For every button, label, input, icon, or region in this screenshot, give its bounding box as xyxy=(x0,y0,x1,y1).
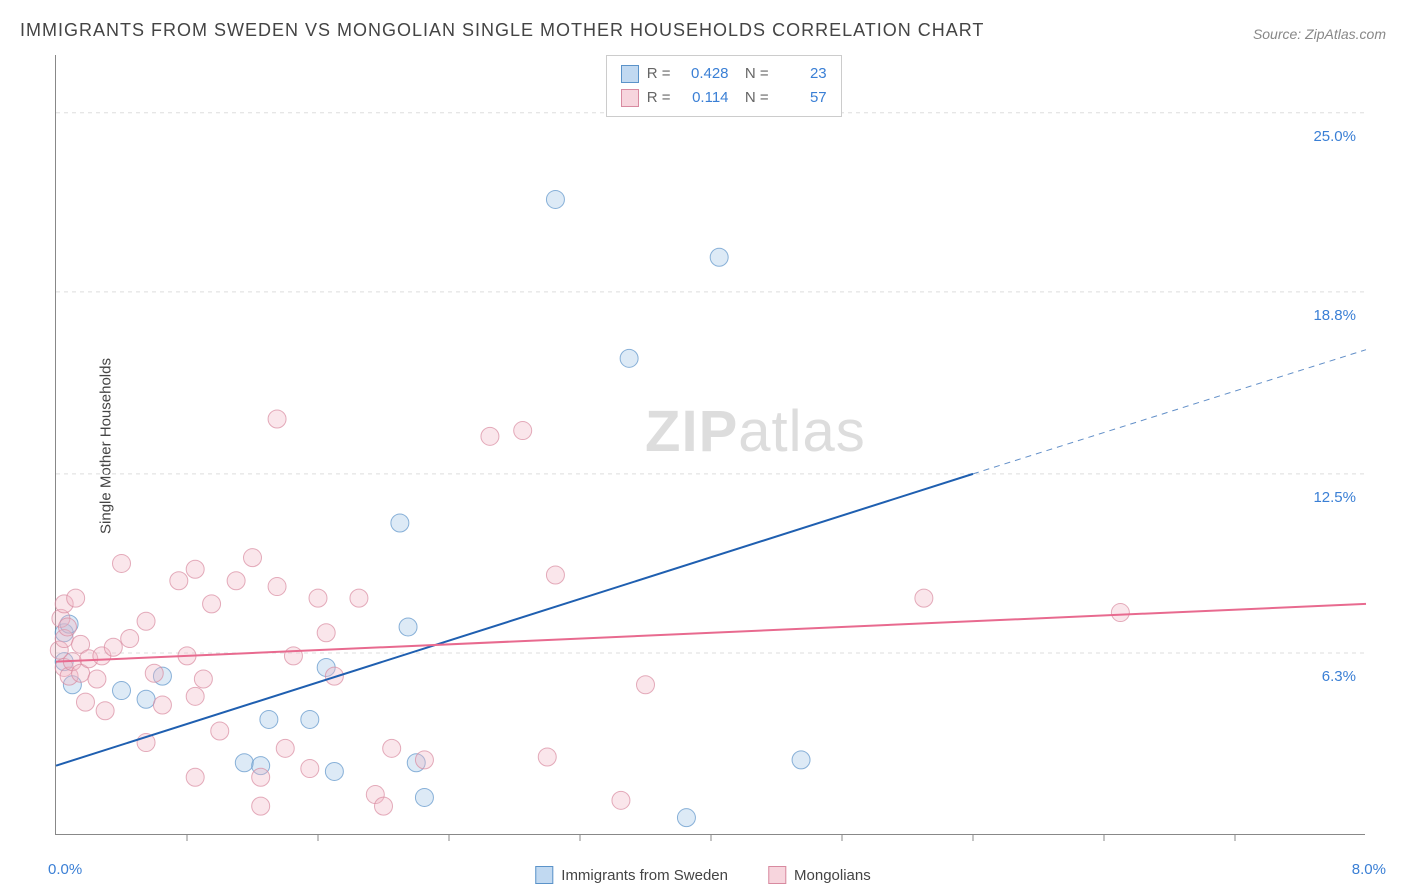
data-point xyxy=(252,797,270,815)
data-point xyxy=(391,514,409,532)
data-point xyxy=(383,739,401,757)
data-point xyxy=(268,578,286,596)
y-tick-label: 6.3% xyxy=(1322,668,1356,685)
data-point xyxy=(415,751,433,769)
data-point xyxy=(546,566,564,584)
legend-label-blue: Immigrants from Sweden xyxy=(561,867,728,884)
data-point xyxy=(301,710,319,728)
stats-row-pink: R = 0.114 N = 57 xyxy=(621,86,827,110)
data-point xyxy=(612,791,630,809)
n-value-blue: 23 xyxy=(777,62,827,86)
data-point xyxy=(113,554,131,572)
data-point xyxy=(317,624,335,642)
data-point xyxy=(96,702,114,720)
data-point xyxy=(170,572,188,590)
data-point xyxy=(538,748,556,766)
r-value-pink: 0.114 xyxy=(679,86,729,110)
data-point xyxy=(792,751,810,769)
data-point xyxy=(186,687,204,705)
n-label: N = xyxy=(737,86,769,110)
plot-area: ZIPatlas 6.3%12.5%18.8%25.0% R = 0.428 N… xyxy=(55,55,1365,835)
data-point xyxy=(637,676,655,694)
data-point xyxy=(252,768,270,786)
source-attribution: Source: ZipAtlas.com xyxy=(1253,26,1386,42)
r-label: R = xyxy=(647,86,671,110)
data-point xyxy=(399,618,417,636)
stats-row-blue: R = 0.428 N = 23 xyxy=(621,62,827,86)
data-point xyxy=(227,572,245,590)
data-point xyxy=(546,190,564,208)
data-point xyxy=(137,612,155,630)
data-point xyxy=(211,722,229,740)
plot-svg: 6.3% 12.5% 18.8% 25.0% xyxy=(56,55,1365,834)
legend-item-blue: Immigrants from Sweden xyxy=(535,866,728,884)
data-point xyxy=(113,682,131,700)
data-point xyxy=(1111,604,1129,622)
data-point xyxy=(481,427,499,445)
data-point xyxy=(67,589,85,607)
data-point xyxy=(276,739,294,757)
data-point xyxy=(58,618,76,636)
data-point xyxy=(677,809,695,827)
n-label: N = xyxy=(737,62,769,86)
data-point xyxy=(76,693,94,711)
y-tick-label: 12.5% xyxy=(1313,489,1356,506)
data-point xyxy=(284,647,302,665)
bottom-legend: Immigrants from Sweden Mongolians xyxy=(535,866,870,884)
data-point xyxy=(350,589,368,607)
data-point xyxy=(137,690,155,708)
legend-swatch-pink-icon xyxy=(768,866,786,884)
data-point xyxy=(514,422,532,440)
r-label: R = xyxy=(647,62,671,86)
legend-item-pink: Mongolians xyxy=(768,866,871,884)
data-point xyxy=(268,410,286,428)
data-point xyxy=(235,754,253,772)
data-point xyxy=(415,788,433,806)
y-tick-label: 18.8% xyxy=(1313,307,1356,324)
data-point xyxy=(145,664,163,682)
x-min-label: 0.0% xyxy=(48,861,82,878)
data-point xyxy=(121,630,139,648)
data-point xyxy=(186,768,204,786)
data-point xyxy=(915,589,933,607)
data-point xyxy=(620,349,638,367)
data-point xyxy=(301,760,319,778)
legend-label-pink: Mongolians xyxy=(794,867,871,884)
data-point xyxy=(325,762,343,780)
data-point xyxy=(244,549,262,567)
swatch-pink-icon xyxy=(621,89,639,107)
r-value-blue: 0.428 xyxy=(679,62,729,86)
x-max-label: 8.0% xyxy=(1352,861,1386,878)
data-point xyxy=(153,696,171,714)
stats-legend: R = 0.428 N = 23 R = 0.114 N = 57 xyxy=(606,55,842,117)
chart-container: IMMIGRANTS FROM SWEDEN VS MONGOLIAN SING… xyxy=(0,0,1406,892)
n-value-pink: 57 xyxy=(777,86,827,110)
data-point xyxy=(186,560,204,578)
data-point xyxy=(309,589,327,607)
data-point xyxy=(104,638,122,656)
data-point xyxy=(375,797,393,815)
data-point xyxy=(88,670,106,688)
legend-swatch-blue-icon xyxy=(535,866,553,884)
data-point xyxy=(194,670,212,688)
y-tick-label: 25.0% xyxy=(1313,128,1356,145)
chart-title: IMMIGRANTS FROM SWEDEN VS MONGOLIAN SING… xyxy=(20,20,984,41)
data-point xyxy=(710,248,728,266)
data-point xyxy=(260,710,278,728)
data-point xyxy=(203,595,221,613)
swatch-blue-icon xyxy=(621,65,639,83)
